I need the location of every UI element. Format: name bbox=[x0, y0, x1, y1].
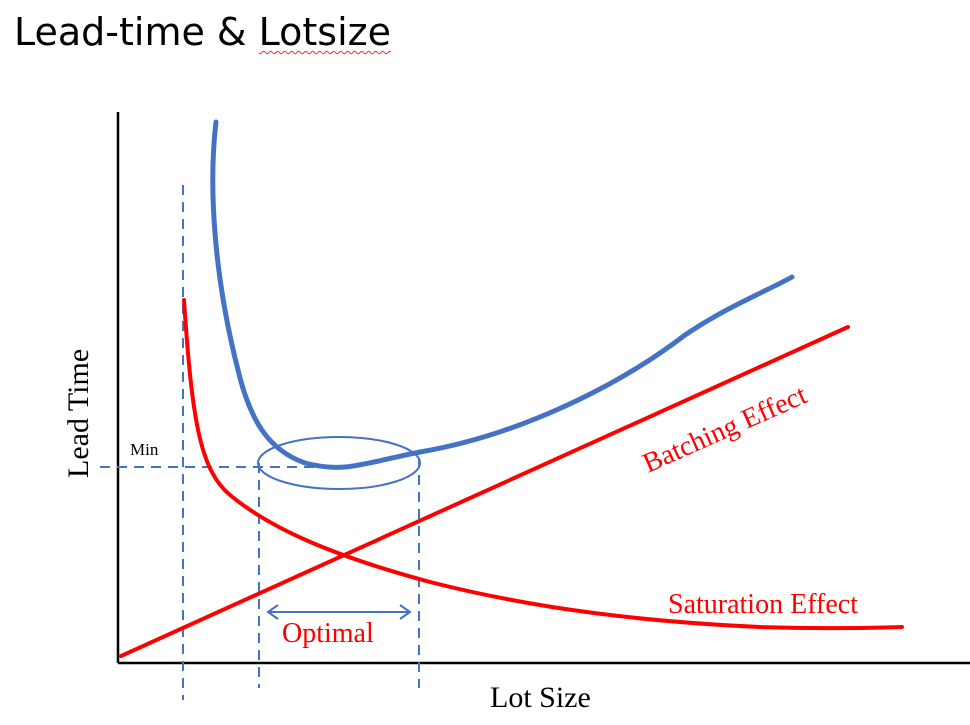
batching-effect-line bbox=[119, 325, 850, 658]
optimal-label: Optimal bbox=[282, 618, 374, 649]
dashed-guides bbox=[100, 185, 420, 700]
saturation-effect-label: Saturation Effect bbox=[668, 589, 858, 620]
title-part-2: Lotsize bbox=[258, 10, 391, 54]
total-lead-time-curve bbox=[210, 119, 795, 470]
x-axis-label: Lot Size bbox=[490, 681, 591, 714]
title-part-1: Lead-time & bbox=[14, 10, 259, 54]
optimal-region-ellipse bbox=[257, 436, 421, 490]
min-label: Min bbox=[130, 440, 159, 459]
saturation-effect-curve bbox=[182, 298, 904, 631]
slide-title: Lead-time & Lotsize bbox=[14, 10, 391, 54]
batching-effect-label: Batching Effect bbox=[638, 379, 812, 479]
optimal-arrow bbox=[266, 604, 412, 620]
y-axis-label: Lead Time bbox=[62, 349, 95, 478]
